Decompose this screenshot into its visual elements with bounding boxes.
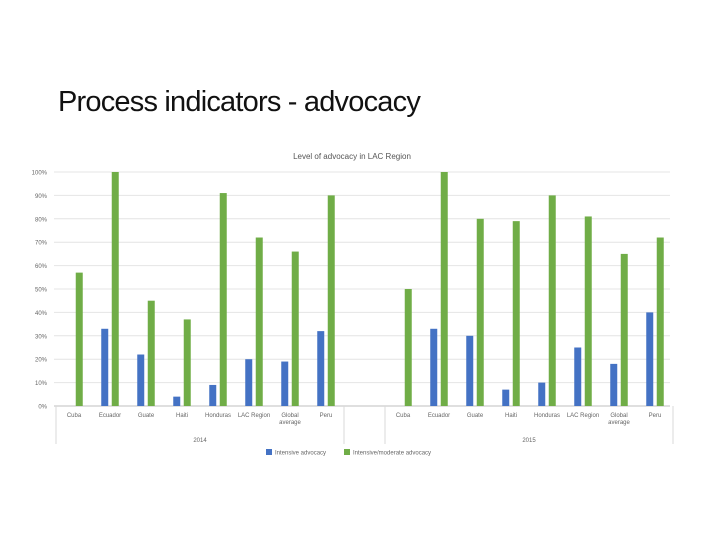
advocacy-bar-chart: Level of advocacy in LAC Region 0% 10% 20%… <box>32 140 674 457</box>
chart-container: Level of advocacy in LAC Region 0% 10% 20%… <box>0 140 720 470</box>
legend-label: Intensive/moderate advocacy <box>353 451 431 457</box>
bar <box>620 253 628 406</box>
x-tick-label: Ecuador <box>99 413 121 419</box>
bar <box>512 221 520 406</box>
bar <box>430 328 438 406</box>
x-tick-label: Haiti <box>176 413 188 419</box>
y-tick-label: 0% <box>38 405 47 411</box>
x-tick-label: Guate <box>467 413 484 419</box>
bar <box>173 396 181 406</box>
bar <box>404 289 412 406</box>
y-axis: 0% 10% 20% 30% 40% 50% 60% 70% 80% 90% 100% <box>32 171 48 411</box>
x-tick-label: Cuba <box>67 413 82 419</box>
x-tick-label: LAC Region <box>567 413 599 419</box>
y-tick-label: 70% <box>35 241 48 247</box>
bar <box>656 237 664 406</box>
bar <box>646 312 654 406</box>
bar <box>574 347 582 406</box>
chart-title: Level of advocacy in LAC Region <box>293 152 411 161</box>
y-tick-label: 10% <box>35 381 48 387</box>
legend-swatch <box>266 449 272 455</box>
x-tick-label: Global <box>610 413 627 419</box>
legend-label: Intensive advocacy <box>275 451 326 457</box>
x-axis: Cuba Ecuador Guate Haiti Honduras LAC Region G… <box>55 406 674 444</box>
y-tick-label: 60% <box>35 264 48 270</box>
x-tick-label: LAC Region <box>238 413 270 419</box>
bar <box>137 354 145 406</box>
group-label: 2014 <box>193 438 207 444</box>
bar <box>538 382 546 406</box>
x-tick-label: average <box>608 420 630 426</box>
legend-swatch <box>344 449 350 455</box>
bar <box>111 172 119 406</box>
y-tick-label: 40% <box>35 311 48 317</box>
slide-title: Process indicators - advocacy <box>58 86 421 118</box>
x-tick-label: Global <box>281 413 298 419</box>
bar <box>281 361 289 406</box>
bar <box>245 359 253 406</box>
bar <box>466 335 474 406</box>
bar <box>183 319 191 406</box>
bar <box>291 251 299 406</box>
x-tick-label: Honduras <box>534 413 560 419</box>
bar <box>101 328 109 406</box>
group-label: 2015 <box>522 438 536 444</box>
x-tick-label: Ecuador <box>428 413 450 419</box>
bar <box>209 384 217 406</box>
x-tick-label: Cuba <box>396 413 411 419</box>
x-tick-label: Peru <box>649 413 662 419</box>
bar <box>219 193 227 406</box>
y-tick-label: 90% <box>35 194 48 200</box>
x-tick-label: average <box>279 420 301 426</box>
y-tick-label: 20% <box>35 358 48 364</box>
bar <box>476 218 484 406</box>
bar <box>317 331 325 406</box>
bar <box>502 389 510 406</box>
gridlines <box>54 171 670 407</box>
y-tick-label: 30% <box>35 334 48 340</box>
x-tick-label: Peru <box>320 413 333 419</box>
bar <box>75 272 83 406</box>
bar <box>255 237 263 406</box>
legend: Intensive advocacy Intensive/moderate adv… <box>266 449 431 457</box>
bar <box>147 300 155 406</box>
bar <box>548 195 556 406</box>
x-tick-label: Honduras <box>205 413 231 419</box>
y-tick-label: 100% <box>32 171 48 177</box>
bars <box>75 172 664 406</box>
x-tick-label: Haiti <box>505 413 517 419</box>
chart-area <box>54 140 670 446</box>
y-tick-label: 80% <box>35 217 48 223</box>
bar <box>327 195 335 406</box>
bar <box>440 172 448 406</box>
bar <box>610 363 618 406</box>
x-tick-label: Guate <box>138 413 155 419</box>
bar <box>584 216 592 406</box>
y-tick-label: 50% <box>35 288 48 294</box>
